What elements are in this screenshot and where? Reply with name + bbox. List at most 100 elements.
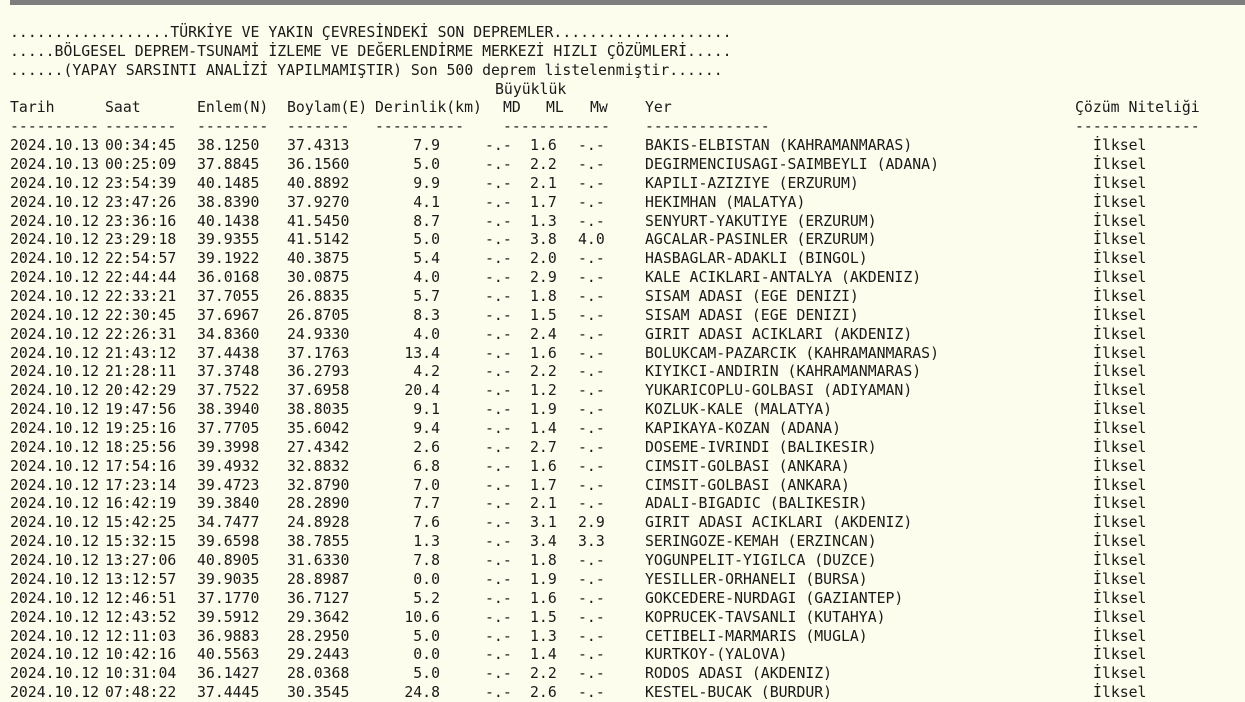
cell-solution-quality: İlksel [1093,174,1147,192]
cell-location: SISAM ADASI (EGE DENIZI) [645,288,859,306]
earthquake-row: 2024.10.12 13:27:06 40.8905 31.6330 7.8 … [0,552,1245,571]
separator-date: ---------- [10,118,100,136]
cell-solution-quality: İlksel [1093,231,1147,249]
cell-solution-quality: İlksel [1093,288,1147,306]
cell-location: SENYURT-YAKUTIYE (ERZURUM) [645,212,877,230]
cell-depth: 7.0 [413,476,440,494]
cell-location: HASBAGLAR-ADAKLI (BINGOL) [645,250,868,268]
cell-depth: 6.8 [413,457,440,475]
cell-depth: 5.0 [413,156,440,174]
cell-mw-magnitude: -.- [578,589,605,607]
cell-latitude: 37.7705 [197,420,260,438]
cell-time: 17:23:14 [105,476,177,494]
earthquake-row: 2024.10.12 22:30:45 37.6967 26.8705 8.3 … [0,307,1245,326]
cell-longitude: 26.8835 [287,288,350,306]
cell-time: 16:42:19 [105,495,177,513]
cell-longitude: 37.6958 [287,382,350,400]
earthquake-rows: 2024.10.13 00:34:45 38.1250 37.4313 7.9 … [0,137,1245,702]
cell-latitude: 37.7522 [197,382,260,400]
cell-md-magnitude: -.- [485,665,512,683]
cell-mw-magnitude: -.- [578,156,605,174]
cell-date: 2024.10.12 [10,552,100,570]
cell-depth: 5.7 [413,288,440,306]
earthquake-row: 2024.10.12 07:48:22 37.4445 30.3545 24.8… [0,684,1245,702]
cell-time: 23:47:26 [105,193,177,211]
cell-latitude: 39.9035 [197,570,260,588]
cell-mw-magnitude: -.- [578,288,605,306]
cell-longitude: 36.7127 [287,589,350,607]
cell-depth: 5.0 [413,665,440,683]
col-header-depth: Derinlik(km) [375,99,482,117]
cell-mw-magnitude: -.- [578,438,605,456]
cell-solution-quality: İlksel [1093,344,1147,362]
cell-mw-magnitude: -.- [578,495,605,513]
cell-time: 15:42:25 [105,514,177,532]
cell-solution-quality: İlksel [1093,457,1147,475]
cell-solution-quality: İlksel [1093,420,1147,438]
cell-time: 17:54:16 [105,457,177,475]
earthquake-row: 2024.10.12 21:28:11 37.3748 36.2793 4.2 … [0,363,1245,382]
cell-mw-magnitude: -.- [578,646,605,664]
cell-time: 10:42:16 [105,646,177,664]
cell-time: 18:25:56 [105,438,177,456]
cell-depth: 9.9 [413,174,440,192]
cell-mw-magnitude: -.- [578,193,605,211]
cell-depth: 7.9 [413,137,440,155]
cell-longitude: 27.4342 [287,438,350,456]
cell-latitude: 39.4723 [197,476,260,494]
cell-longitude: 38.8035 [287,401,350,419]
cell-mw-magnitude: -.- [578,306,605,324]
cell-date: 2024.10.12 [10,193,100,211]
cell-longitude: 36.1560 [287,156,350,174]
cell-ml-magnitude: 2.1 [530,495,557,513]
cell-depth: 5.0 [413,231,440,249]
cell-longitude: 37.9270 [287,193,350,211]
cell-depth: 5.2 [413,589,440,607]
cell-solution-quality: İlksel [1093,589,1147,607]
cell-ml-magnitude: 1.9 [530,570,557,588]
cell-time: 19:47:56 [105,401,177,419]
earthquake-row: 2024.10.12 21:43:12 37.4438 37.1763 13.4… [0,345,1245,364]
cell-latitude: 34.7477 [197,514,260,532]
earthquake-row: 2024.10.12 15:42:25 34.7477 24.8928 7.6 … [0,514,1245,533]
cell-md-magnitude: -.- [485,608,512,626]
cell-ml-magnitude: 2.9 [530,269,557,287]
cell-location: ADALI-BIGADIC (BALIKESIR) [645,495,868,513]
cell-mw-magnitude: -.- [578,174,605,192]
cell-solution-quality: İlksel [1093,627,1147,645]
cell-time: 23:54:39 [105,174,177,192]
cell-date: 2024.10.12 [10,401,100,419]
cell-depth: 8.3 [413,306,440,324]
report-title-line-3: ......(YAPAY SARSINTI ANALİZİ YAPILMAMIŞ… [10,61,723,79]
cell-longitude: 29.2443 [287,646,350,664]
cell-latitude: 40.8905 [197,552,260,570]
earthquake-row: 2024.10.12 16:42:19 39.3840 28.2890 7.7 … [0,495,1245,514]
cell-date: 2024.10.13 [10,156,100,174]
cell-location: CIMSIT-GOLBASI (ANKARA) [645,476,850,494]
earthquake-row: 2024.10.12 22:54:57 39.1922 40.3875 5.4 … [0,250,1245,269]
cell-mw-magnitude: -.- [578,325,605,343]
col-header-quality: Çözüm Niteliği [1075,99,1200,117]
cell-time: 15:32:15 [105,533,177,551]
cell-time: 22:26:31 [105,325,177,343]
separator-quality: -------------- [1075,118,1200,136]
cell-mw-magnitude: -.- [578,570,605,588]
cell-depth: 0.0 [413,646,440,664]
cell-md-magnitude: -.- [485,193,512,211]
earthquake-row: 2024.10.12 23:47:26 38.8390 37.9270 4.1 … [0,194,1245,213]
cell-date: 2024.10.12 [10,382,100,400]
earthquake-row: 2024.10.12 17:54:16 39.4932 32.8832 6.8 … [0,458,1245,477]
cell-md-magnitude: -.- [485,306,512,324]
cell-time: 13:12:57 [105,570,177,588]
report-title-line-2: .....BÖLGESEL DEPREM-TSUNAMİ İZLEME VE D… [10,42,732,60]
cell-latitude: 40.5563 [197,646,260,664]
cell-depth: 1.3 [413,533,440,551]
cell-depth: 4.0 [413,325,440,343]
earthquake-row: 2024.10.12 22:26:31 34.8360 24.9330 4.0 … [0,326,1245,345]
cell-longitude: 26.8705 [287,306,350,324]
cell-md-magnitude: -.- [485,212,512,230]
cell-date: 2024.10.12 [10,495,100,513]
cell-date: 2024.10.12 [10,306,100,324]
cell-solution-quality: İlksel [1093,684,1147,702]
